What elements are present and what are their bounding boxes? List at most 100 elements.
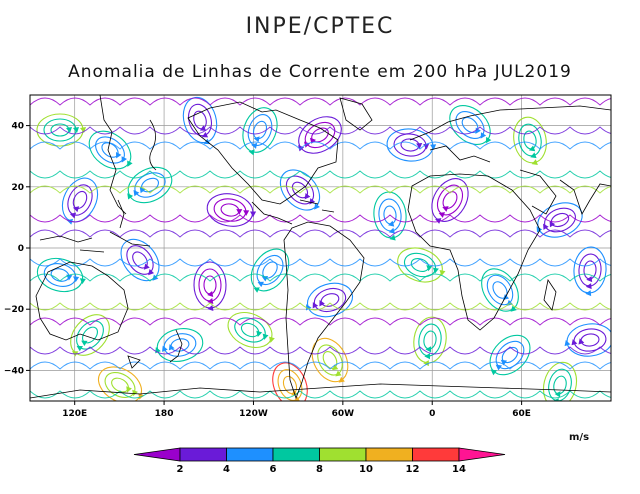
- flow-arrow: [510, 305, 517, 312]
- flow-arrow: [139, 186, 146, 194]
- streamline: [30, 126, 611, 135]
- flow-arrow: [388, 227, 395, 234]
- lat-tick-label: 0: [18, 244, 24, 254]
- streamline: [30, 361, 611, 370]
- flow-arrow: [586, 276, 593, 283]
- flow-arrow: [295, 402, 303, 410]
- flow-arrow: [564, 339, 571, 347]
- flow-arrow: [121, 156, 127, 163]
- flow-arrow: [306, 304, 312, 311]
- flow-arrow: [79, 278, 86, 285]
- lon-tick-label: 60W: [332, 409, 355, 419]
- flow-arrow: [248, 149, 255, 156]
- streamline: [542, 361, 578, 401]
- flow-arrow: [207, 304, 214, 311]
- flow-arrow: [201, 131, 209, 138]
- flow-arrow: [293, 396, 301, 401]
- flow-arrow: [253, 287, 260, 293]
- streamline: [30, 185, 611, 194]
- flow-arrow: [132, 389, 138, 397]
- flow-arrow: [585, 283, 592, 290]
- colorbar-label: 6: [270, 464, 277, 475]
- lon-tick-label: 180: [155, 409, 174, 419]
- flow-arrow: [268, 336, 275, 343]
- lon-tick-label: 0: [429, 409, 435, 419]
- flow-arrow: [256, 330, 263, 337]
- streamline: [30, 390, 611, 399]
- flow-arrow: [148, 269, 155, 276]
- flow-arrow: [304, 193, 311, 200]
- colorbar-label: 10: [359, 464, 373, 475]
- flow-arrow: [480, 132, 487, 139]
- colorbar-label: 14: [452, 464, 466, 475]
- flow-arrow: [133, 190, 140, 197]
- flow-arrow: [388, 220, 395, 227]
- flow-arrow: [261, 276, 269, 282]
- colorbar-segment: [226, 447, 274, 462]
- lat-tick-label: −40: [4, 366, 24, 376]
- units-label: m/s: [569, 432, 590, 443]
- colorbar-label: 2: [177, 464, 184, 475]
- plot-area: [30, 95, 611, 410]
- flow-arrow: [495, 364, 503, 371]
- flow-arrow: [162, 345, 168, 352]
- streamline: [30, 97, 611, 106]
- flow-arrow: [530, 152, 537, 159]
- flow-arrow: [554, 391, 561, 398]
- flow-arrow: [335, 370, 342, 377]
- flow-arrow: [127, 160, 133, 167]
- flow-arrow: [432, 267, 439, 274]
- colorbar-low-arrow: [133, 447, 181, 462]
- lat-tick-label: −20: [4, 305, 24, 315]
- flow-arrow: [528, 145, 536, 152]
- flow-arrow: [253, 136, 260, 143]
- colorbar: 2 4 6 8 10 12 14: [133, 447, 506, 475]
- flow-arrow: [531, 159, 538, 165]
- flow-arrow: [312, 302, 319, 309]
- flow-arrow: [72, 206, 80, 213]
- flow-arrow: [168, 344, 175, 351]
- flow-arrow: [207, 297, 214, 304]
- flow-arrow: [73, 127, 79, 133]
- colorbar-segment: [319, 447, 367, 462]
- flow-arrow: [500, 359, 508, 366]
- axis-ticks: 120E 180 120W 60W 0 60E 40 20 0 −20 −40: [4, 122, 531, 419]
- flow-arrow: [490, 369, 498, 376]
- flow-arrow: [314, 203, 320, 210]
- flow-arrow: [207, 290, 214, 297]
- flow-arrow: [578, 338, 585, 345]
- flow-arrow: [309, 198, 316, 205]
- flow-arrow: [126, 386, 132, 393]
- flow-arrow: [430, 144, 437, 151]
- map-title: Anomalia de Linhas de Corrente em 200 hP…: [68, 62, 572, 82]
- flow-arrow: [127, 193, 134, 200]
- lat-tick-label: 20: [11, 183, 24, 193]
- lat-tick-label: 40: [11, 122, 24, 132]
- lon-tick-label: 120E: [62, 409, 87, 419]
- flow-arrow: [319, 300, 325, 307]
- flow-arrow: [338, 376, 345, 383]
- flow-arrow: [442, 206, 449, 212]
- streamline: [30, 273, 611, 282]
- flow-arrow: [424, 353, 430, 360]
- streamline: [30, 346, 611, 355]
- colorbar-high-arrow: [458, 447, 506, 462]
- streamline: [30, 229, 611, 238]
- streamline: [30, 317, 611, 326]
- flow-arrow: [115, 152, 122, 159]
- flow-arrow: [250, 211, 257, 218]
- flow-arrow: [303, 141, 311, 148]
- streamline: [30, 258, 611, 267]
- flow-arrow: [262, 333, 269, 340]
- flow-arrow: [66, 127, 72, 133]
- flow-arrow: [332, 364, 339, 371]
- coastlines: [30, 95, 611, 400]
- colorbar-segment: [412, 447, 460, 462]
- flow-arrow: [69, 212, 77, 219]
- flow-arrow: [73, 276, 80, 283]
- flow-arrow: [585, 290, 592, 297]
- lon-tick-label: 60E: [512, 409, 531, 419]
- agency-title: INPE/CPTEC: [245, 14, 395, 39]
- flow-arrow: [199, 125, 207, 131]
- flow-arrow: [76, 345, 83, 352]
